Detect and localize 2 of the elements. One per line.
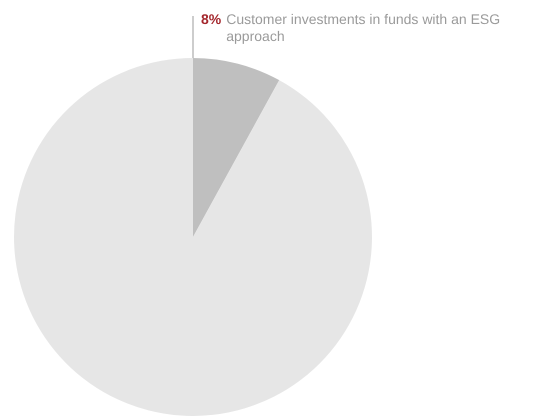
data-label: 8% <box>201 10 222 27</box>
slice-label: Customer investments in funds with an ESG approach <box>226 10 500 44</box>
